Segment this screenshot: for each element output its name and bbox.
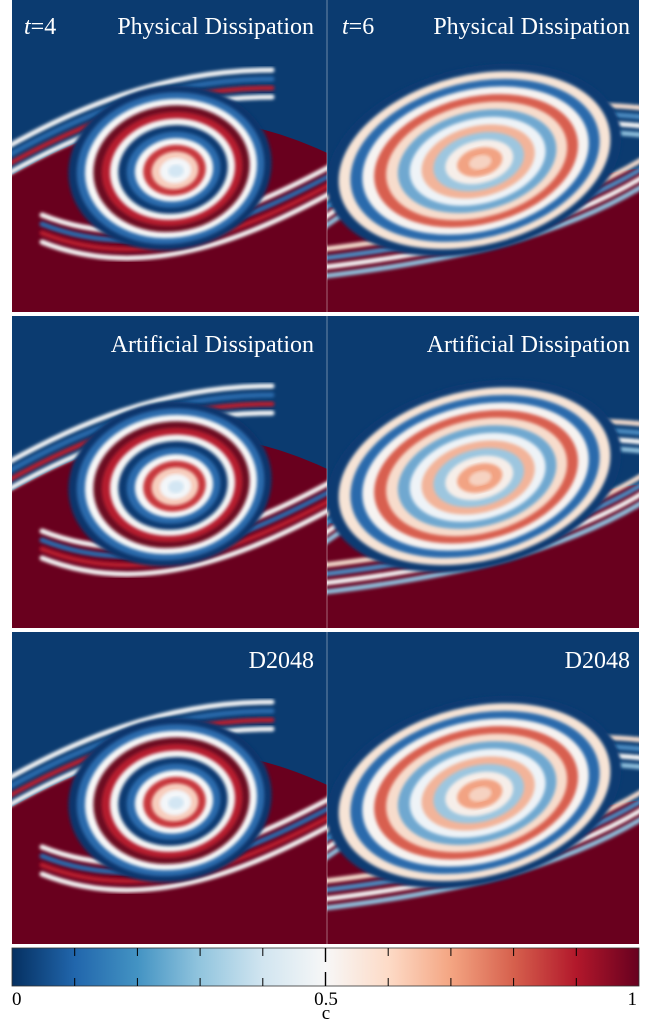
panel-r2-c2 <box>327 316 639 628</box>
panel-grid <box>12 0 639 944</box>
panel-r3-c2 <box>327 632 639 944</box>
colorbar-tick-label-max: 1 <box>628 989 638 1010</box>
time-label-t6: t=6 <box>342 14 374 40</box>
time-label-t4: t=4 <box>24 14 56 40</box>
time-var-t6: t <box>342 14 350 40</box>
row1-left-label: Physical Dissipation <box>117 14 314 40</box>
shear-band <box>39 508 327 577</box>
panel-r1-c1 <box>12 0 327 312</box>
vortex-ring <box>168 480 184 494</box>
vortex-ring <box>468 786 492 802</box>
vortex-ring <box>468 154 492 170</box>
colorbar-tick-label-min: 0 <box>12 989 22 1010</box>
vortex-ring <box>468 470 492 486</box>
time-value-t6: =6 <box>349 14 375 40</box>
shear-band <box>39 192 327 261</box>
time-value-t4: =4 <box>31 14 57 40</box>
panel-r3-c1 <box>12 632 327 944</box>
panel-r2-c1 <box>12 316 327 628</box>
row3-right-label: D2048 <box>565 648 630 674</box>
colorbar-ticks <box>74 948 577 986</box>
vortex-ring <box>168 164 184 178</box>
row2-left-label: Artificial Dissipation <box>111 332 314 358</box>
time-var-t4: t <box>24 14 32 40</box>
shear-band <box>12 383 275 464</box>
row3-left-label: D2048 <box>249 648 314 674</box>
shear-band <box>12 67 275 148</box>
colorbar-tick-label-mid: 0.5 <box>314 989 338 1010</box>
colorbar-label: c <box>322 1003 330 1021</box>
panel-r1-c2 <box>327 0 639 312</box>
colorbar: 0 0.5 1 c <box>11 947 640 1021</box>
vortex-ring <box>168 796 184 810</box>
row1-right-label: Physical Dissipation <box>433 14 630 40</box>
shear-band <box>12 699 275 780</box>
row2-right-label: Artificial Dissipation <box>427 332 630 358</box>
shear-band <box>39 824 327 893</box>
